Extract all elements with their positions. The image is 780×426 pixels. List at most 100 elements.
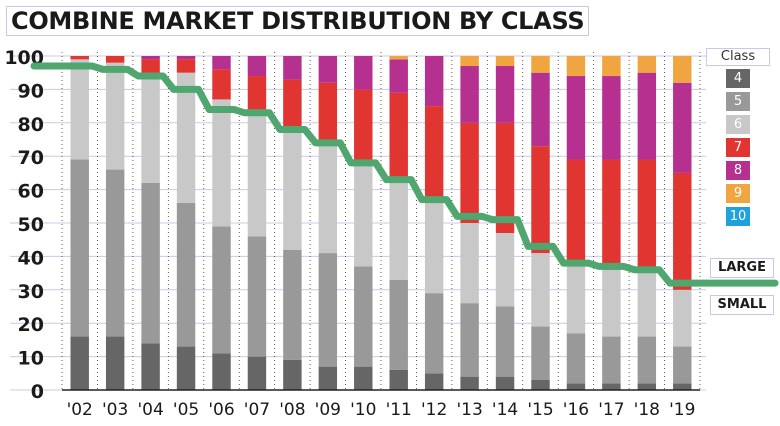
bar-segment-class-6 <box>566 266 586 334</box>
bar-segment-class-6 <box>673 289 692 347</box>
bar-segment-class-5 <box>176 202 196 347</box>
bar-segment-class-7 <box>424 106 444 203</box>
bar-segment-class-4 <box>141 343 160 390</box>
x-tick-label: '11 <box>386 400 412 420</box>
y-tick-label: 50 <box>18 214 44 236</box>
y-tick-label: 80 <box>18 114 44 136</box>
x-tick-label: '18 <box>634 400 660 420</box>
legend: Class 4 5 6 7 8 9 10 <box>706 48 770 230</box>
bar-segment-class-5 <box>495 306 515 377</box>
bar-segment-class-4 <box>460 376 479 390</box>
bar-segment-class-6 <box>141 76 160 183</box>
bar-segment-class-9 <box>566 56 586 77</box>
bar-segment-class-5 <box>460 303 479 377</box>
bar-segment-class-4 <box>566 383 586 390</box>
bar-segment-class-7 <box>141 59 160 77</box>
bar-segment-class-9 <box>495 56 515 67</box>
legend-item-class-10: 10 <box>726 207 750 226</box>
bar-segment-class-5 <box>247 236 267 357</box>
bar-segment-class-5 <box>212 226 231 354</box>
bar-segment-class-5 <box>424 293 444 374</box>
bar-segment-class-7 <box>389 92 408 180</box>
y-tick-label: 20 <box>18 314 44 336</box>
x-tick-label: '08 <box>279 400 305 420</box>
y-tick-label: 30 <box>18 281 44 303</box>
bar-segment-class-7 <box>495 122 515 234</box>
bar-segment-class-7 <box>105 56 125 63</box>
bar-segment-class-9 <box>602 56 621 77</box>
bar-segment-class-6 <box>176 72 196 203</box>
bar-segment-class-4 <box>212 353 231 390</box>
bar-segment-class-8 <box>495 66 515 123</box>
bar-segment-class-6 <box>460 223 479 304</box>
y-tick-label: 40 <box>18 247 44 269</box>
legend-item-class-8: 8 <box>726 161 750 180</box>
bar-segment-class-4 <box>318 366 338 390</box>
bar-segment-class-6 <box>283 126 302 250</box>
x-tick-label: '04 <box>137 400 163 420</box>
bar-segment-class-8 <box>141 56 160 60</box>
bar-segment-class-8 <box>176 56 196 60</box>
y-tick-label: 70 <box>18 147 44 169</box>
x-tick-label: '07 <box>244 400 270 420</box>
bar-segment-class-8 <box>531 72 550 147</box>
bar-segment-class-6 <box>70 59 89 160</box>
bar-segment-class-7 <box>318 82 338 143</box>
x-tick-label: '19 <box>669 400 695 420</box>
bar-segment-class-5 <box>141 182 160 344</box>
bar-segment-class-6 <box>602 269 621 337</box>
bar-segment-class-7 <box>531 146 550 254</box>
bar-segment-class-9 <box>637 56 657 73</box>
bar-segment-class-4 <box>105 336 125 390</box>
bar-segment-class-6 <box>354 162 373 267</box>
bar-segment-class-6 <box>318 142 338 254</box>
y-tick-label: 60 <box>18 181 44 203</box>
bar-segment-class-8 <box>602 76 621 160</box>
bar-segment-class-5 <box>602 336 621 384</box>
bar-segment-class-7 <box>247 76 267 110</box>
bar-segment-class-7 <box>283 79 302 127</box>
bar-segment-class-4 <box>389 369 408 390</box>
bar-segment-class-4 <box>176 346 196 390</box>
bar-segment-class-8 <box>424 56 444 107</box>
bar-segment-class-4 <box>673 383 692 390</box>
bar-segment-class-8 <box>673 82 692 173</box>
large-small-divider-line <box>30 62 779 287</box>
bar-segment-class-7 <box>673 172 692 290</box>
bar-segment-class-5 <box>389 279 408 370</box>
bar-segment-class-8 <box>389 59 408 93</box>
bar-segment-class-4 <box>70 336 89 390</box>
x-tick-label: '09 <box>315 400 341 420</box>
x-tick-label: '17 <box>598 400 624 420</box>
x-tick-label: '03 <box>102 400 128 420</box>
bar-segment-class-5 <box>105 169 125 337</box>
x-tick-label: '14 <box>492 400 518 420</box>
bar-segment-class-7 <box>460 122 479 223</box>
y-tick-label: 0 <box>31 381 44 403</box>
legend-item-class-9: 9 <box>726 184 750 203</box>
bar-segment-class-5 <box>566 333 586 384</box>
bar-segment-class-7 <box>637 159 657 274</box>
x-tick-label: '13 <box>456 400 482 420</box>
bar-segment-class-9 <box>531 56 550 73</box>
bar-segment-class-8 <box>247 56 267 77</box>
legend-item-class-4: 4 <box>726 69 750 88</box>
bar-segment-class-5 <box>531 326 550 380</box>
bar-segment-class-4 <box>531 379 550 390</box>
bar-segment-class-4 <box>247 356 267 390</box>
bar-segment-class-6 <box>212 99 231 227</box>
x-tick-label: '02 <box>67 400 93 420</box>
bar-segment-class-8 <box>318 56 338 83</box>
bar-segment-class-4 <box>495 376 515 390</box>
chart-title: COMBINE MARKET DISTRIBUTION BY CLASS <box>6 6 590 36</box>
legend-item-class-5: 5 <box>726 92 750 111</box>
bar-segment-class-6 <box>247 109 267 237</box>
bar-segment-class-9 <box>389 56 408 60</box>
legend-item-class-6: 6 <box>726 115 750 134</box>
bar-segment-class-5 <box>354 266 373 367</box>
small-label: SMALL <box>710 295 774 315</box>
bar-segment-class-5 <box>673 346 692 384</box>
bar-segment-class-8 <box>566 76 586 160</box>
